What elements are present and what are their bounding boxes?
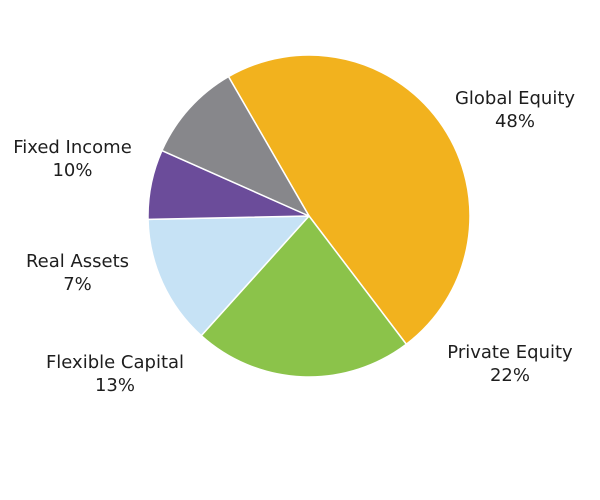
label-flexible-capital: Flexible Capital 13% bbox=[10, 351, 220, 397]
label-private-equity-value: 22% bbox=[489, 365, 530, 386]
label-private-equity: Private Equity 22% bbox=[410, 341, 600, 387]
label-global-equity: Global Equity 48% bbox=[420, 87, 600, 133]
label-real-assets-value: 7% bbox=[63, 274, 92, 295]
label-fixed-income-name: Fixed Income bbox=[13, 137, 132, 158]
label-global-equity-value: 48% bbox=[494, 111, 535, 132]
label-global-equity-name: Global Equity bbox=[454, 88, 576, 109]
slice-flexible-capital bbox=[147, 215, 310, 337]
label-real-assets-name: Real Assets bbox=[25, 251, 130, 272]
label-private-equity-name: Private Equity bbox=[447, 342, 573, 363]
label-flexible-capital-value: 13% bbox=[94, 375, 135, 396]
label-fixed-income-value: 10% bbox=[52, 160, 93, 181]
label-real-assets: Real Assets 7% bbox=[0, 250, 155, 296]
label-flexible-capital-name: Flexible Capital bbox=[45, 352, 185, 373]
slice-global-equity bbox=[227, 54, 471, 345]
slice-private-equity bbox=[200, 215, 408, 378]
slice-fixed-income bbox=[161, 75, 310, 217]
label-fixed-income: Fixed Income 10% bbox=[0, 136, 145, 182]
